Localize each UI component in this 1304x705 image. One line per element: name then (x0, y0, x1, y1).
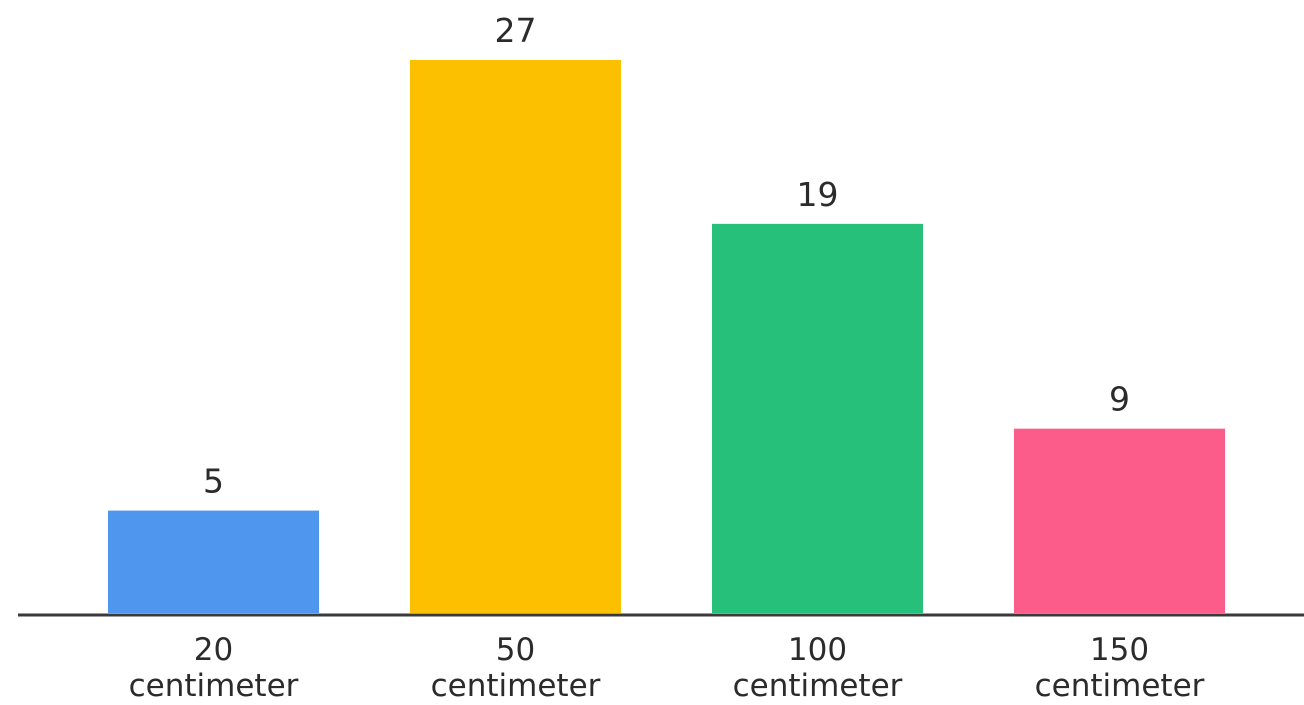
value-labels-layer: 5 27 19 9 (203, 11, 1130, 501)
bar-value-label-0: 5 (203, 462, 224, 501)
x-tick-label-line-0-1: centimeter (129, 668, 299, 704)
x-tick-label-line-0-0: 20 (194, 632, 233, 668)
bars-layer (108, 60, 1225, 613)
bar-3 (1014, 428, 1225, 613)
x-tick-label-line-2-1: centimeter (733, 668, 903, 704)
x-tick-label-line-3-0: 150 (1090, 632, 1149, 668)
x-tick-label-0: 20 centimeter (129, 632, 299, 704)
bar-0 (108, 510, 319, 613)
bar-value-label-2: 19 (797, 175, 839, 214)
bar-value-label-1: 27 (495, 11, 537, 50)
bar-2 (712, 223, 923, 613)
x-tick-label-3: 150 centimeter (1035, 632, 1205, 704)
x-tick-label-2: 100 centimeter (733, 632, 903, 704)
x-tick-label-line-2-0: 100 (788, 632, 847, 668)
bar-value-label-3: 9 (1109, 380, 1130, 419)
bar-1 (410, 60, 621, 613)
x-tick-label-1: 50 centimeter (431, 632, 601, 704)
x-tick-label-line-1-0: 50 (496, 632, 535, 668)
x-tick-label-line-3-1: centimeter (1035, 668, 1205, 704)
x-tick-label-line-1-1: centimeter (431, 668, 601, 704)
